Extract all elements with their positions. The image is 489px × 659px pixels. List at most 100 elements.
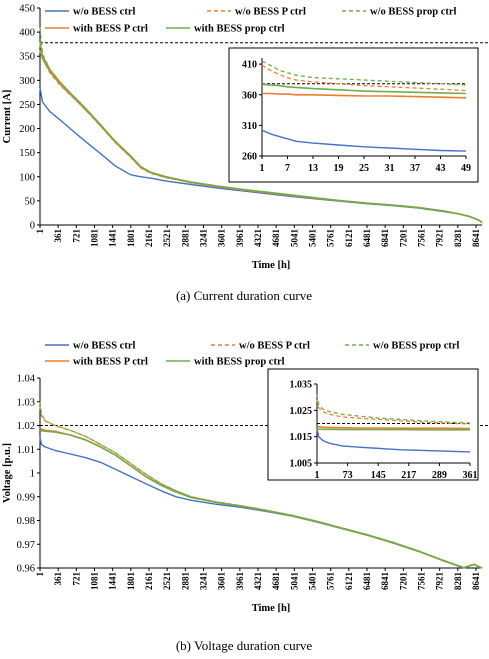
inset-y-tick-label: 260 [242,152,257,163]
y-tick-label: 1.03 [17,397,35,408]
x-tick-label: 6121 [344,229,354,248]
x-tick-label: 2881 [180,572,190,591]
inset-x-tick-label: 13 [308,163,318,174]
y-tick-label: 50 [25,196,36,207]
inset-x-tick-label: 7 [285,163,290,174]
y-tick-label: 1 [30,469,35,480]
y-tick-label: 1.04 [17,374,36,385]
x-tick-label: 2161 [144,229,154,248]
x-axis-label: Time [h] [252,603,291,614]
inset-series-line-4 [316,428,470,431]
legend-label: with BESS P ctrl [73,357,148,368]
inset-y-tick-label: 1.035 [290,380,313,391]
x-tick-label: 1441 [108,572,118,591]
x-tick-label: 721 [71,572,81,586]
y-axis-label: Voltage [p.u.] [2,443,13,503]
x-tick-label: 2521 [162,229,172,248]
inset-y-tick-label: 1.005 [290,459,313,470]
inset-x-tick-label: 19 [334,163,344,174]
x-tick-label: 7201 [398,229,408,248]
y-tick-label: 100 [19,172,35,183]
inset-x-tick-label: 31 [385,163,395,174]
x-tick-label: 1801 [126,229,136,248]
x-tick-label: 1 [35,229,45,234]
x-tick-label: 6121 [344,572,354,591]
x-tick-label: 1441 [108,229,118,248]
y-tick-label: 150 [19,148,35,159]
x-tick-label: 1801 [126,572,136,591]
x-tick-label: 6481 [362,229,372,248]
inset-x-tick-label: 25 [359,163,369,174]
figure-caption: (b) Voltage duration curve [176,638,313,653]
x-tick-label: 4321 [253,229,263,248]
x-tick-label: 3241 [198,229,208,248]
x-tick-label: 3601 [217,229,227,248]
x-axis-label: Time [h] [252,260,291,271]
inset-x-tick-label: 43 [436,163,446,174]
x-tick-label: 361 [53,229,63,243]
x-tick-label: 5761 [326,229,336,248]
x-tick-label: 8281 [453,572,463,591]
inset-y-tick-label: 360 [242,90,257,101]
y-tick-label: 1.01 [17,445,35,456]
y-tick-label: 0.99 [17,492,35,503]
legend-label: w/o BESS P ctrl [239,341,310,352]
x-tick-label: 721 [71,229,81,243]
y-tick-label: 200 [19,124,35,135]
inset-x-tick-label: 37 [410,163,420,174]
inset-x-tick-label: 289 [432,470,447,481]
x-tick-label: 4321 [253,572,263,591]
y-tick-label: 0 [30,221,35,232]
y-tick-label: 1.02 [17,421,35,432]
legend-label: w/o BESS prop ctrl [370,7,457,18]
x-tick-label: 2161 [144,572,154,591]
y-tick-label: 300 [19,76,35,87]
inset-frame [228,47,479,183]
x-tick-label: 2881 [180,229,190,248]
y-tick-label: 250 [19,100,35,111]
inset-y-tick-label: 410 [242,60,257,71]
inset-x-tick-label: 145 [371,470,386,481]
x-tick-label: 361 [53,572,63,586]
x-tick-label: 2521 [162,572,172,591]
x-tick-label: 3241 [198,572,208,591]
inset-x-tick-label: 73 [343,470,353,481]
y-tick-label: 0.97 [17,540,35,551]
x-tick-label: 7921 [435,572,445,591]
inset-series-line-3 [262,92,467,99]
legend-label: w/o BESS ctrl [73,7,136,18]
x-tick-label: 1 [35,572,45,577]
inset-series-line-2 [261,60,467,86]
y-tick-label: 0.96 [17,564,35,575]
series-line-4 [39,41,483,224]
inset-x-tick-label: 217 [401,470,416,481]
x-tick-label: 3961 [235,229,245,248]
x-tick-label: 7561 [416,572,426,591]
inset-frame [267,368,479,481]
x-tick-label: 6841 [380,229,390,248]
legend-label: with BESS prop ctrl [194,24,285,35]
x-tick-label: 7201 [398,572,408,591]
x-tick-label: 8641 [471,572,481,591]
x-tick-label: 8281 [453,229,463,248]
inset-y-tick-label: 1.025 [290,406,313,417]
inset-x-tick-label: 49 [461,163,471,174]
inset-x-tick-label: 1 [260,163,265,174]
legend-label: with BESS prop ctrl [194,357,285,368]
inset-series-line-4 [261,83,467,95]
inset-y-tick-label: 310 [242,121,257,132]
y-axis-label: Current [A] [2,90,13,144]
series-line-4 [39,429,483,569]
inset-y-tick-label: 1.015 [290,432,313,443]
y-tick-label: 350 [19,52,35,63]
x-tick-label: 1081 [89,572,99,591]
inset-series-line-1 [261,64,467,92]
y-tick-label: 400 [19,28,35,39]
inset-series-line-0 [316,428,471,453]
y-tick-label: 450 [19,4,35,15]
legend-label: with BESS P ctrl [73,24,148,35]
x-tick-label: 1081 [89,229,99,248]
x-tick-label: 5401 [307,229,317,248]
